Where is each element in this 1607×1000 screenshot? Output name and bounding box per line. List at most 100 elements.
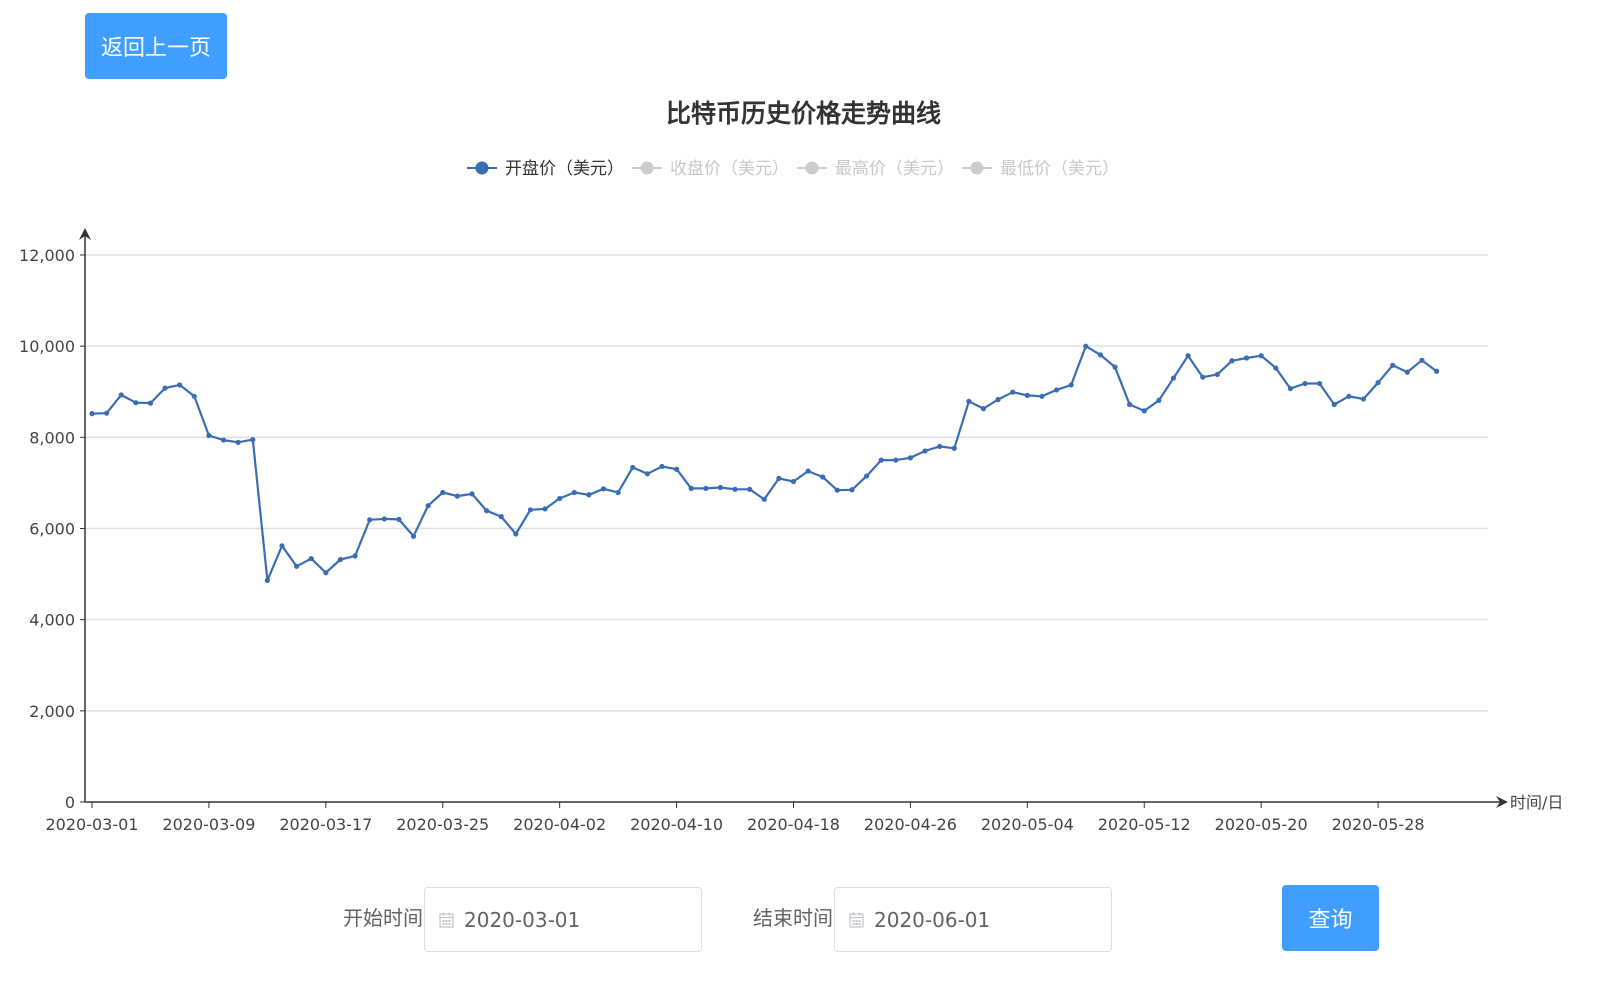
data-point — [1039, 393, 1045, 399]
data-point — [1273, 365, 1279, 371]
data-point — [1331, 401, 1337, 408]
data-point — [1010, 389, 1016, 395]
data-point — [323, 570, 329, 576]
x-tick-label: 2020-03-01 — [46, 815, 139, 834]
end-date-input[interactable]: 2020-06-01 — [834, 887, 1112, 952]
back-button[interactable]: 返回上一页 — [85, 13, 227, 79]
data-point — [542, 506, 548, 512]
data-point — [264, 577, 270, 584]
data-point — [717, 484, 724, 491]
x-tick-label: 2020-05-20 — [1215, 815, 1308, 834]
data-point — [659, 463, 665, 470]
data-point — [133, 400, 139, 406]
data-point — [776, 475, 782, 481]
start-time-label: 开始时间: — [343, 906, 430, 930]
data-point — [1200, 374, 1206, 380]
data-point — [688, 485, 694, 491]
y-tick-label: 6,000 — [29, 520, 75, 539]
data-point — [1097, 352, 1104, 358]
data-point — [863, 473, 870, 479]
data-point — [191, 393, 197, 399]
data-point — [367, 517, 373, 523]
axes: 时间/日 — [79, 228, 1563, 812]
data-point — [294, 563, 300, 569]
legend-marker — [970, 161, 984, 175]
data-point — [586, 492, 592, 498]
data-point — [1287, 385, 1293, 392]
data-point — [352, 553, 358, 559]
data-point — [747, 486, 753, 492]
data-point — [513, 531, 519, 537]
legend-label: 最高价（美元） — [835, 159, 954, 179]
data-point — [820, 474, 826, 480]
data-point — [1390, 362, 1396, 368]
data-point — [1404, 369, 1410, 375]
data-point — [118, 392, 124, 398]
data-point — [498, 514, 504, 520]
data-point — [279, 543, 285, 549]
data-point — [790, 478, 797, 485]
x-tick-label: 2020-05-12 — [1098, 815, 1191, 834]
data-point — [1156, 397, 1162, 404]
data-point — [410, 533, 417, 539]
data-point — [995, 396, 1001, 403]
data-point — [1375, 380, 1381, 386]
data-point — [1185, 353, 1191, 359]
legend-marker — [640, 161, 654, 175]
data-point — [527, 507, 534, 513]
chart-legend: 开盘价（美元） 收盘价（美元） 最高价（美元） 最低价（美元） — [467, 159, 1119, 179]
end-time-label: 结束时间: — [753, 906, 840, 930]
data-point — [644, 471, 650, 477]
data-point — [235, 439, 241, 445]
x-axis-label: 时间/日 — [1510, 793, 1563, 812]
data-point — [805, 468, 811, 474]
legend-marker — [805, 161, 819, 175]
data-point — [483, 508, 490, 514]
data-point — [1346, 393, 1352, 399]
data-point — [732, 486, 738, 492]
data-point — [337, 556, 344, 563]
legend-marker — [475, 161, 489, 175]
start-date-input[interactable]: 2020-03-01 — [424, 887, 702, 952]
chart-title: 比特币历史价格走势曲线 — [665, 99, 941, 128]
data-point — [308, 555, 314, 562]
data-point — [893, 457, 899, 463]
data-point — [980, 406, 987, 412]
data-point — [1360, 396, 1367, 402]
data-point — [878, 457, 884, 463]
data-point — [1141, 408, 1147, 414]
data-point — [1317, 380, 1323, 387]
y-axis-arrow — [79, 228, 91, 240]
data-point — [220, 437, 227, 443]
series-open-price — [89, 343, 1440, 584]
data-point — [89, 411, 95, 417]
y-tick-label: 2,000 — [29, 702, 75, 721]
data-point — [1302, 380, 1308, 387]
start-date-value: 2020-03-01 — [464, 907, 581, 932]
data-point — [396, 516, 402, 522]
data-point — [440, 489, 446, 496]
data-point — [951, 445, 957, 451]
y-tick-label: 8,000 — [29, 428, 75, 447]
data-point — [615, 489, 621, 496]
data-point — [571, 489, 577, 496]
data-point — [1229, 358, 1235, 364]
data-point — [1243, 355, 1250, 361]
data-point — [469, 491, 475, 497]
legend-label: 开盘价（美元） — [505, 159, 624, 179]
data-point — [703, 485, 709, 491]
end-date-value: 2020-06-01 — [874, 907, 991, 932]
data-point — [1112, 364, 1118, 370]
data-point — [673, 466, 680, 472]
x-axis-arrow — [1496, 796, 1508, 808]
data-point — [1433, 368, 1440, 374]
data-point — [177, 382, 183, 388]
x-tick-label: 2020-03-17 — [279, 815, 372, 834]
data-point — [1258, 353, 1264, 359]
data-point — [147, 400, 154, 406]
x-tick-label: 2020-04-02 — [513, 815, 606, 834]
data-point — [937, 443, 943, 450]
data-point — [381, 516, 387, 522]
data-point — [761, 496, 767, 502]
query-button[interactable]: 查询 — [1282, 885, 1379, 951]
